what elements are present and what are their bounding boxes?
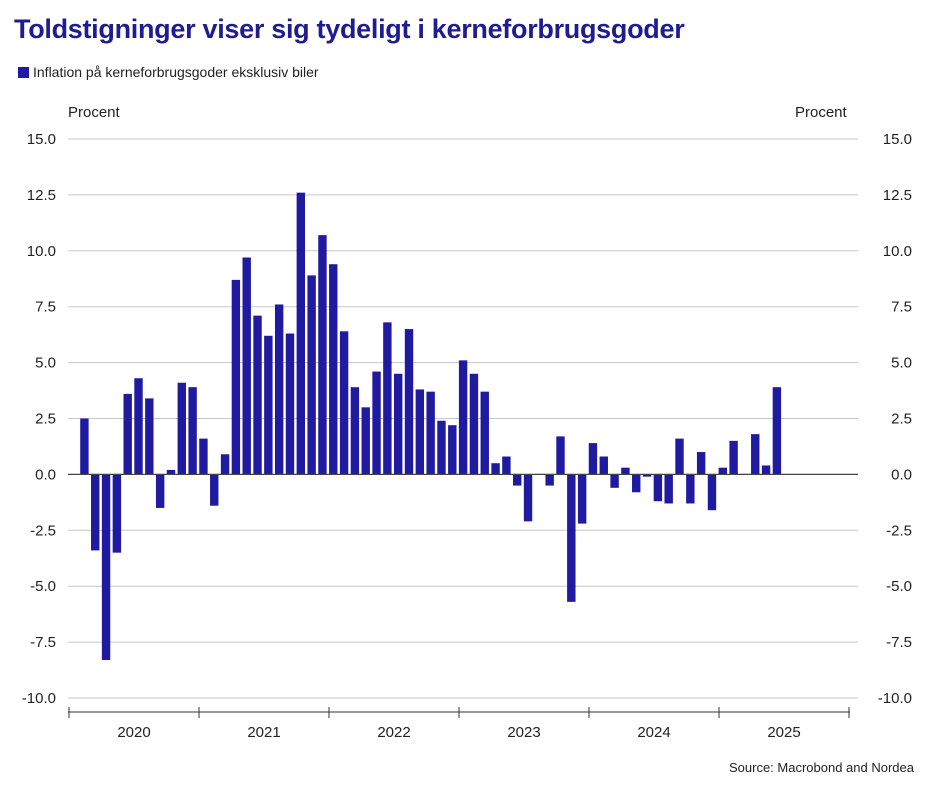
bar xyxy=(242,257,251,475)
bar xyxy=(285,333,295,475)
bar xyxy=(166,469,176,475)
y-tick-label-left: 2.5 xyxy=(35,411,56,428)
bar xyxy=(653,474,663,502)
bar xyxy=(772,387,782,475)
y-tick-label-right: 5.0 xyxy=(891,355,912,372)
bar xyxy=(329,264,338,475)
x-year-label: 2020 xyxy=(117,724,150,741)
bar xyxy=(296,192,306,475)
bar xyxy=(274,304,284,475)
bar xyxy=(210,474,219,506)
bar xyxy=(415,389,425,475)
bar xyxy=(188,387,197,475)
bar xyxy=(199,438,208,475)
legend-label: Inflation på kerneforbrugsgoder eksklusi… xyxy=(33,64,319,80)
bar xyxy=(448,425,457,475)
y-tick-label-right: 15.0 xyxy=(883,131,912,148)
bar xyxy=(469,373,479,475)
bar xyxy=(458,360,468,475)
y-tick-label-right: -5.0 xyxy=(886,578,912,595)
bar xyxy=(155,474,165,508)
bar xyxy=(751,434,760,475)
y-tick-label-left: 0.0 xyxy=(35,466,56,483)
legend: Inflation på kerneforbrugsgoder eksklusi… xyxy=(18,64,319,80)
bar xyxy=(145,398,154,475)
bar xyxy=(101,474,111,660)
x-year-label: 2022 xyxy=(377,724,410,741)
bar xyxy=(523,474,533,522)
y-tick-label-right: 10.0 xyxy=(883,243,912,260)
y-tick-label-left: -10.0 xyxy=(22,690,56,707)
bar xyxy=(707,474,717,511)
y-tick-label-right: 2.5 xyxy=(891,411,912,428)
y-tick-label-left: -5.0 xyxy=(30,578,56,595)
bar xyxy=(675,438,684,475)
x-year-label: 2024 xyxy=(637,724,670,741)
bar xyxy=(350,387,360,475)
bar xyxy=(123,393,132,475)
bar xyxy=(393,373,403,475)
bar xyxy=(491,463,500,475)
y-tick-label-right: -2.5 xyxy=(886,522,912,539)
bar xyxy=(513,474,522,486)
y-tick-label-left: -2.5 xyxy=(30,522,56,539)
y-tick-label-right: 0.0 xyxy=(891,466,912,483)
y-tick-label-left: 12.5 xyxy=(27,187,56,204)
bar xyxy=(91,474,100,551)
y-tick-label-left: 7.5 xyxy=(35,299,56,316)
bar xyxy=(621,467,630,475)
bar xyxy=(404,329,414,475)
bar xyxy=(339,331,349,475)
y-axis-unit-left: Procent xyxy=(68,104,120,121)
bar xyxy=(718,467,727,475)
bar xyxy=(599,456,608,475)
y-tick-label-right: -7.5 xyxy=(886,634,912,651)
bar xyxy=(361,407,370,475)
bar xyxy=(642,474,652,477)
y-tick-label-left: -7.5 xyxy=(30,634,56,651)
source-note: Source: Macrobond and Nordea xyxy=(728,760,914,775)
bar xyxy=(253,315,262,475)
bar xyxy=(567,474,576,602)
bar xyxy=(426,391,435,475)
bar xyxy=(632,474,641,493)
bar xyxy=(264,335,273,475)
legend-swatch xyxy=(18,66,29,78)
chart-title: Toldstigninger viser sig tydeligt i kern… xyxy=(14,14,685,44)
bar xyxy=(610,474,619,488)
y-tick-label-left: 10.0 xyxy=(27,243,56,260)
y-tick-label-right: -10.0 xyxy=(878,690,912,707)
bar xyxy=(729,440,738,475)
y-tick-label-right: 12.5 xyxy=(883,187,912,204)
bar xyxy=(686,474,695,504)
bar xyxy=(480,391,489,475)
bar xyxy=(80,418,89,475)
bar xyxy=(383,322,392,475)
bar xyxy=(318,235,327,475)
bar xyxy=(220,454,230,475)
bar xyxy=(502,456,511,475)
x-year-label: 2025 xyxy=(767,724,800,741)
bar xyxy=(664,474,673,504)
x-year-label: 2021 xyxy=(247,724,280,741)
bar xyxy=(761,465,771,475)
bar xyxy=(307,275,316,475)
bar xyxy=(231,279,241,475)
bar xyxy=(372,371,381,475)
y-tick-label-left: 15.0 xyxy=(27,131,56,148)
y-tick-label-right: 7.5 xyxy=(891,299,912,316)
bar xyxy=(577,474,587,524)
bar xyxy=(112,474,122,553)
bar xyxy=(556,436,565,475)
x-year-label: 2023 xyxy=(507,724,540,741)
bar xyxy=(134,378,143,475)
bar xyxy=(177,382,186,475)
bar xyxy=(696,452,706,475)
y-axis-unit-right: Procent xyxy=(795,104,847,121)
bar xyxy=(588,443,598,475)
bar xyxy=(437,420,446,475)
bar xyxy=(545,474,554,486)
y-tick-label-left: 5.0 xyxy=(35,355,56,372)
